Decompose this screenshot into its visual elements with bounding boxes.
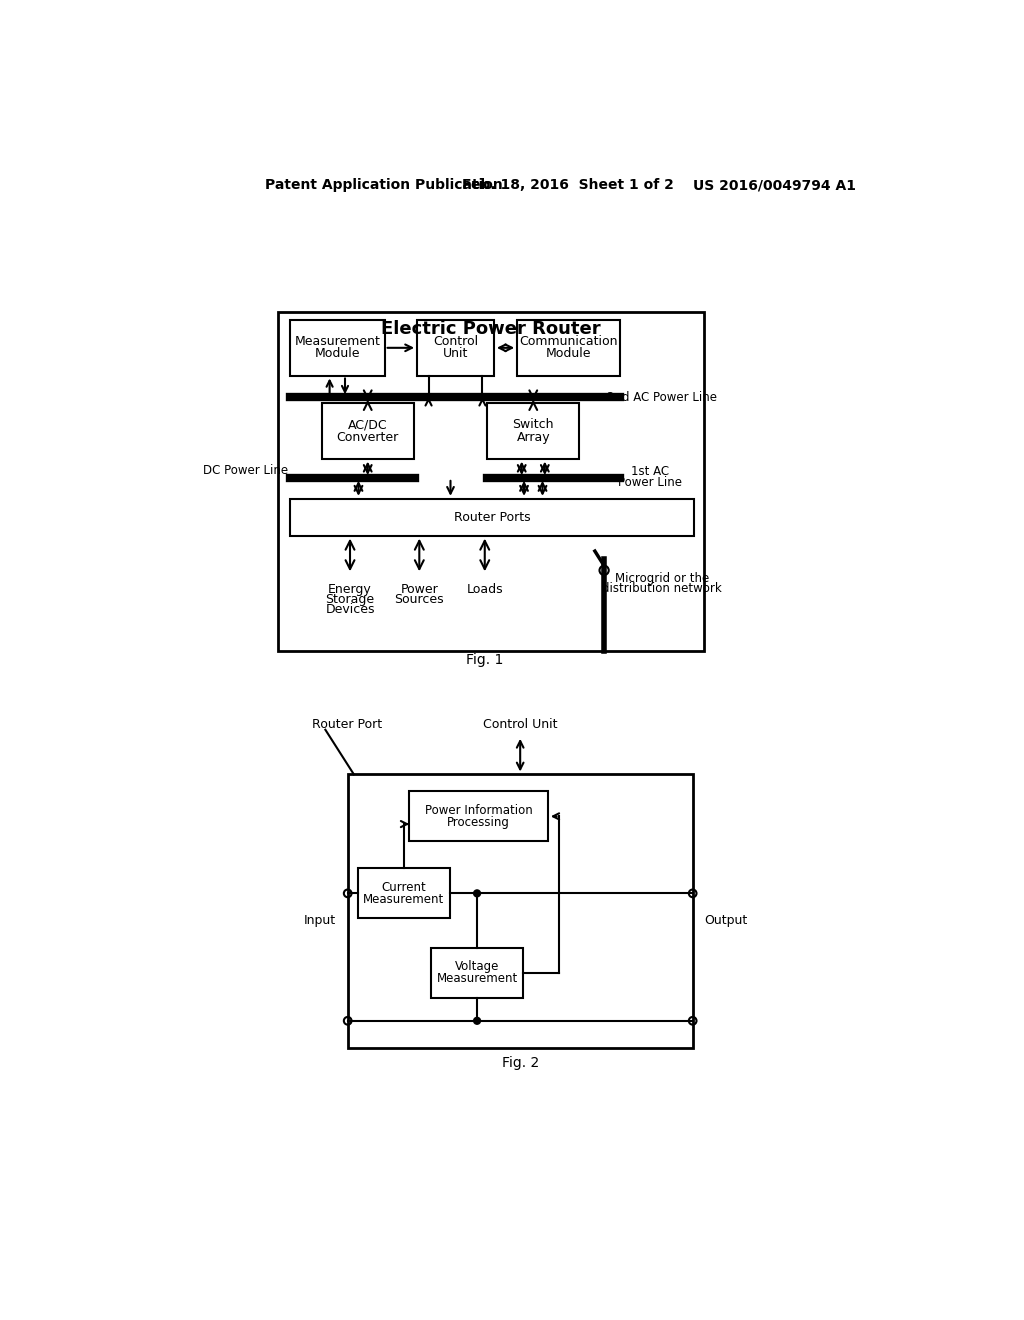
Bar	[279, 313, 705, 651]
Text: Fig. 1: Fig. 1	[466, 653, 504, 668]
Bar	[431, 948, 523, 998]
Bar	[487, 404, 580, 459]
Text: Microgrid or the: Microgrid or the	[614, 572, 709, 585]
Bar	[290, 499, 694, 536]
Text: Router Port: Router Port	[311, 718, 382, 731]
Circle shape	[474, 890, 480, 896]
Text: Switch: Switch	[513, 418, 554, 432]
Bar	[517, 321, 620, 376]
Text: Fig. 2: Fig. 2	[502, 1056, 539, 1071]
Bar	[417, 321, 494, 376]
Text: Loads: Loads	[467, 583, 503, 597]
Text: Feb. 18, 2016  Sheet 1 of 2: Feb. 18, 2016 Sheet 1 of 2	[462, 178, 674, 193]
Text: 1st AC: 1st AC	[631, 465, 670, 478]
Text: Power: Power	[400, 583, 438, 597]
Text: Voltage: Voltage	[455, 960, 500, 973]
Bar	[348, 775, 692, 1048]
Text: 2nd AC Power Line: 2nd AC Power Line	[607, 391, 717, 404]
Text: AC/DC: AC/DC	[348, 418, 387, 432]
Text: Converter: Converter	[337, 430, 398, 444]
Text: Router Ports: Router Ports	[454, 511, 530, 524]
Text: Storage: Storage	[326, 593, 375, 606]
Bar	[322, 404, 414, 459]
Text: distribution network: distribution network	[602, 582, 722, 594]
Text: Processing: Processing	[447, 816, 510, 829]
Bar	[410, 792, 548, 841]
Text: Unit: Unit	[442, 347, 468, 360]
Text: Array: Array	[516, 430, 550, 444]
Text: Power Information: Power Information	[425, 804, 532, 817]
Text: Measurement: Measurement	[436, 973, 518, 985]
Text: Devices: Devices	[326, 603, 375, 616]
Text: Electric Power Router: Electric Power Router	[382, 321, 601, 338]
Text: Measurement: Measurement	[294, 335, 380, 348]
Text: Current: Current	[382, 880, 426, 894]
Text: Sources: Sources	[394, 593, 444, 606]
Text: Patent Application Publication: Patent Application Publication	[265, 178, 503, 193]
Text: Energy: Energy	[328, 583, 372, 597]
Text: Input: Input	[304, 913, 336, 927]
Bar	[357, 869, 451, 919]
Text: Control Unit: Control Unit	[483, 718, 557, 731]
Text: Communication: Communication	[519, 335, 617, 348]
Bar	[290, 321, 385, 376]
Text: DC Power Line: DC Power Line	[204, 463, 289, 477]
Circle shape	[474, 1018, 480, 1024]
Text: Power Line: Power Line	[618, 477, 682, 490]
Text: Control: Control	[433, 335, 478, 348]
Text: US 2016/0049794 A1: US 2016/0049794 A1	[692, 178, 856, 193]
Text: Output: Output	[705, 913, 748, 927]
Text: Module: Module	[314, 347, 360, 360]
Text: Module: Module	[546, 347, 591, 360]
Text: Measurement: Measurement	[364, 894, 444, 906]
